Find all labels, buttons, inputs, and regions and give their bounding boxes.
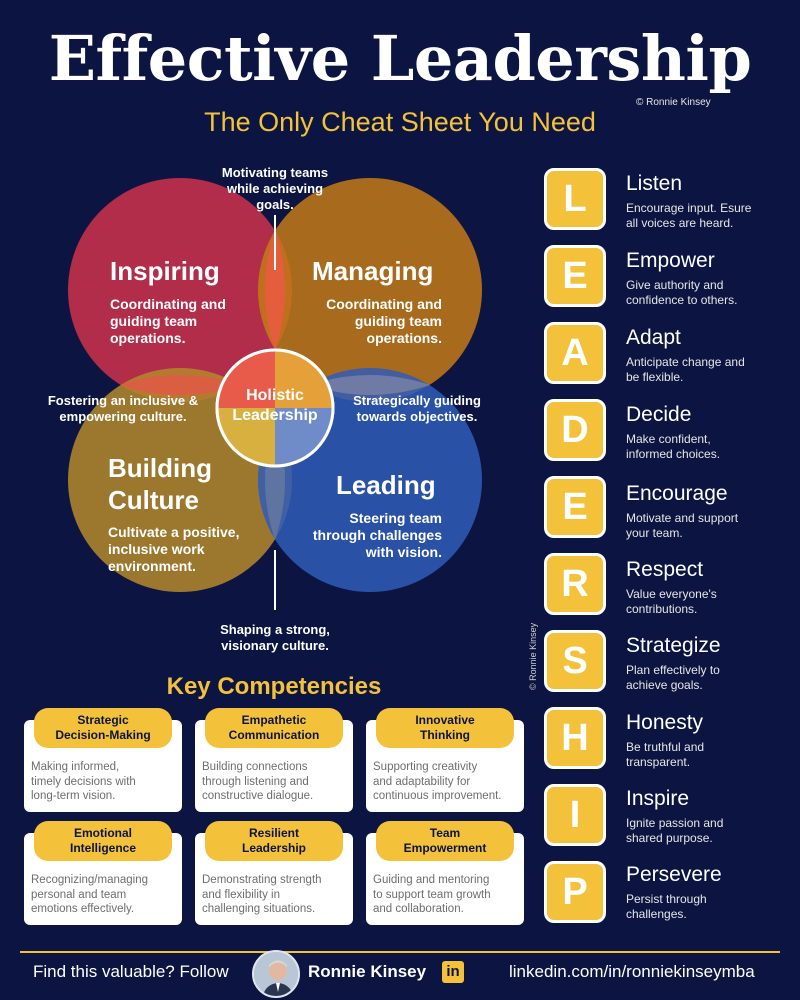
inspiring-desc: Coordinating and guiding team operations… — [110, 296, 226, 346]
competency-desc: Supporting creativity and adaptability fo… — [373, 761, 502, 802]
footer-divider — [20, 951, 780, 953]
building-culture-title: Building Culture — [108, 453, 212, 515]
competency-card-strategic-decision-making: Strategic Decision-Making Making informed… — [24, 708, 182, 812]
competency-desc: Making informed, timely decisions with lon… — [31, 761, 136, 802]
letter-box-r: R — [544, 553, 606, 615]
copyright-note: © Ronnie Kinsey — [636, 97, 711, 108]
competency-tag: Innovative Thinking — [376, 708, 514, 748]
trait-strategize: Strategize Plan effectively to achieve go… — [626, 634, 721, 692]
competency-card-emotional-intelligence: Emotional Intelligence Recognizing/managi… — [24, 821, 182, 925]
letter-box-p: P — [544, 861, 606, 923]
overlap-top — [265, 230, 285, 350]
competency-desc: Guiding and mentoring to support team gro… — [373, 874, 491, 915]
author-avatar — [252, 950, 300, 998]
letter-box-d: D — [544, 399, 606, 461]
callout-top: Motivating teams while achieving goals. — [221, 165, 329, 212]
competency-desc: Demonstrating strength and flexibility in… — [202, 874, 322, 915]
competency-tag: Emotional Intelligence — [34, 821, 172, 861]
managing-desc: Coordinating and guiding team operations… — [326, 296, 442, 346]
leading-desc: Steering team through challenges with vi… — [312, 510, 442, 560]
trait-listen: Listen Encourage input. Esure all voices … — [626, 172, 752, 230]
leading-title: Leading — [336, 470, 436, 500]
callout-bottom: Shaping a strong, visionary culture. — [220, 622, 330, 653]
competency-card-empathetic-communication: Empathetic Communication Building connect… — [195, 708, 353, 812]
competency-card-innovative-thinking: Innovative Thinking Supporting creativity… — [366, 708, 524, 812]
callout-right: Strategically guiding towards objectives… — [353, 393, 481, 424]
building-culture-desc: Cultivate a positive, inclusive work env… — [108, 524, 240, 574]
letter-box-a: A — [544, 322, 606, 384]
key-competencies-title: Key Competencies — [166, 673, 382, 700]
center-label: Holistic Leadership — [232, 387, 318, 424]
trait-empower: Empower Give authority and confidence to … — [626, 249, 738, 307]
competency-tag: Empathetic Communication — [205, 708, 343, 748]
trait-persevere: Persevere Persist through challenges. — [626, 863, 722, 921]
page-title: Effective Leadership — [48, 22, 752, 95]
overlap-left — [120, 375, 240, 395]
trait-encourage: Encourage Motivate and support your team. — [626, 482, 739, 540]
managing-title: Managing — [312, 256, 434, 286]
venn-circles — [68, 178, 482, 610]
circle-managing — [258, 178, 482, 402]
competency-tag: Strategic Decision-Making — [34, 708, 172, 748]
letter-box-i: I — [544, 784, 606, 846]
overlap-right — [310, 375, 430, 395]
competency-card-team-empowerment: Team Empowerment Guiding and mentoring to … — [366, 821, 524, 925]
inspiring-title: Inspiring — [110, 256, 220, 286]
letter-box-e2: E — [544, 476, 606, 538]
trait-decide: Decide Make confident, informed choices. — [626, 403, 721, 461]
competency-tag: Resilient Leadership — [205, 821, 343, 861]
competency-desc: Building connections through listening an… — [202, 761, 314, 802]
letter-box-h: H — [544, 707, 606, 769]
linkedin-icon[interactable]: in — [442, 961, 464, 983]
letter-box-s: S — [544, 630, 606, 692]
trait-inspire: Inspire Ignite passion and shared purpose… — [626, 787, 724, 845]
footer-cta: Find this valuable? Follow — [33, 962, 229, 981]
letter-box-l: L — [544, 168, 606, 230]
trait-honesty: Honesty Be truthful and transparent. — [626, 711, 705, 769]
linkedin-url[interactable]: linkedin.com/in/ronniekinseymba — [509, 962, 755, 981]
callout-left: Fostering an inclusive & empowering cult… — [47, 393, 199, 424]
competency-card-resilient-leadership: Resilient Leadership Demonstrating streng… — [195, 821, 353, 925]
avatar-portrait-icon — [254, 952, 298, 996]
competency-desc: Recognizing/managing personal and team emo… — [31, 874, 148, 915]
competency-tag: Team Empowerment — [376, 821, 514, 861]
circle-inspiring — [68, 178, 292, 402]
trait-adapt: Adapt Anticipate change and be flexible. — [626, 326, 745, 384]
trait-respect: Respect Value everyone's contributions. — [626, 558, 717, 616]
letter-box-e: E — [544, 245, 606, 307]
leadership-venn-diagram: Motivating teams while achieving goals. … — [30, 160, 530, 660]
author-name[interactable]: Ronnie Kinsey — [308, 962, 427, 981]
page-subtitle: The Only Cheat Sheet You Need — [204, 107, 596, 137]
